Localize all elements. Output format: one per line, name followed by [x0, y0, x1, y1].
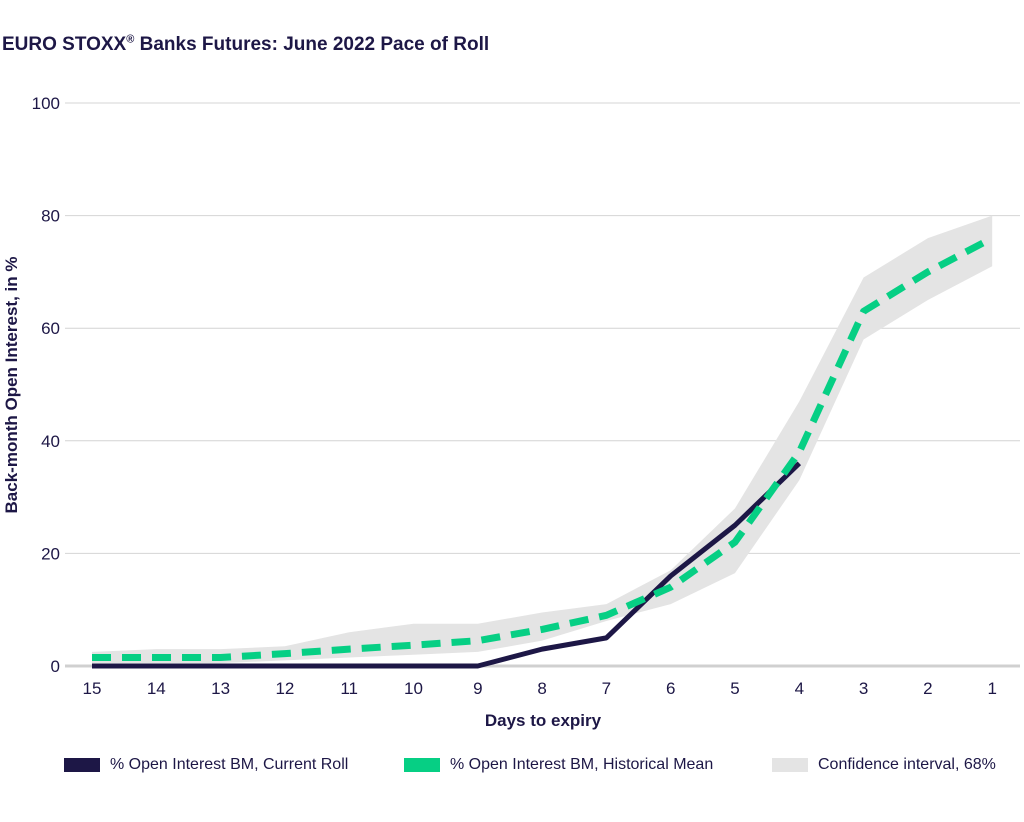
x-tick-label: 6: [666, 679, 675, 698]
y-tick-label: 60: [41, 319, 60, 338]
x-tick-label: 10: [404, 679, 423, 698]
legend-swatch-confidence-interval: [772, 758, 808, 772]
legend-label-current-roll: % Open Interest BM, Current Roll: [110, 756, 349, 773]
x-tick-label: 14: [147, 679, 166, 698]
legend-swatch-current-roll: [64, 758, 100, 772]
y-tick-label: 80: [41, 207, 60, 226]
x-tick-label: 5: [730, 679, 739, 698]
y-tick-label: 100: [32, 94, 60, 113]
legend-item-current-roll: % Open Interest BM, Current Roll: [64, 756, 348, 774]
legend-item-historical-mean: % Open Interest BM, Historical Mean: [404, 756, 713, 774]
chart-title: EURO STOXX® Banks Futures: June 2022 Pac…: [2, 33, 490, 55]
x-tick-label: 3: [859, 679, 868, 698]
x-tick-label: 8: [537, 679, 546, 698]
y-tick-label: 0: [51, 657, 60, 676]
x-axis-label: Days to expiry: [485, 711, 602, 730]
x-tick-label: 4: [795, 679, 804, 698]
y-axis-label: Back-month Open Interest, in %: [2, 257, 21, 514]
y-tick-label: 20: [41, 544, 60, 563]
legend-item-confidence-interval: Confidence interval, 68%: [772, 756, 996, 774]
x-tick-label: 11: [340, 679, 358, 698]
legend-swatch-historical-mean: [404, 758, 440, 772]
x-tick-label: 2: [923, 679, 932, 698]
legend: % Open Interest BM, Current Roll % Open …: [0, 756, 1024, 780]
series-line-historical-mean: [92, 235, 994, 662]
legend-label-historical-mean: % Open Interest BM, Historical Mean: [450, 756, 714, 773]
chart-area: 0 20 40 60 80 100 15 14 13 12 11 10 9 8 7 6 5 4 3 2 1 Days t…: [2, 94, 1020, 730]
x-tick-label: 9: [473, 679, 482, 698]
x-tick-label: 12: [275, 679, 294, 698]
x-tick-label: 1: [987, 679, 996, 698]
x-tick-label: 13: [211, 679, 230, 698]
legend-label-confidence-interval: Confidence interval, 68%: [818, 756, 996, 773]
x-tick-label: 7: [602, 679, 611, 698]
x-tick-label: 15: [83, 679, 102, 698]
confidence-band: [92, 215, 993, 664]
series-line-current-roll: [92, 461, 802, 669]
y-tick-label: 40: [41, 432, 60, 451]
